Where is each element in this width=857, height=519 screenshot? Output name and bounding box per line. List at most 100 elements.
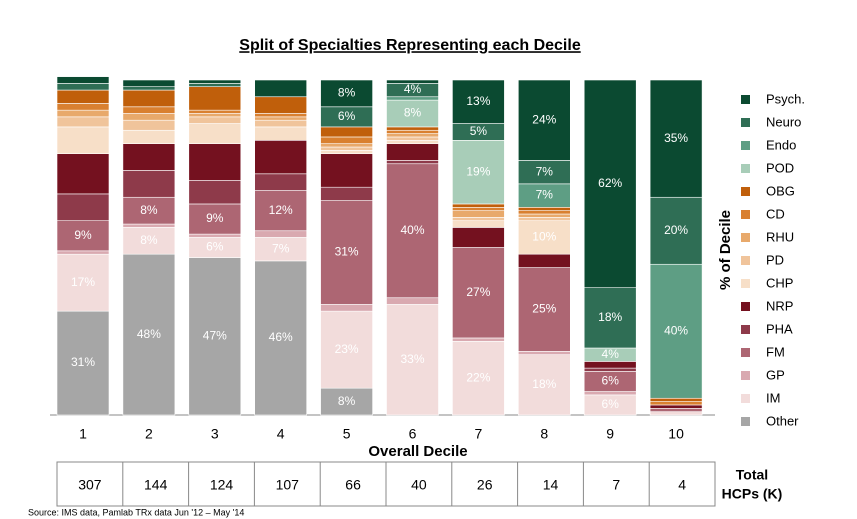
table-cell: 14 — [543, 477, 559, 493]
y-axis-label: % of Decile — [717, 210, 734, 290]
source: Source: IMS data, Pamlab TRx data Jun '1… — [28, 507, 244, 517]
data-label: 6% — [602, 374, 620, 388]
legend-swatch — [741, 210, 750, 219]
bar-segment — [583, 79, 637, 288]
bar-segment — [188, 116, 242, 124]
data-label: 12% — [269, 203, 293, 217]
bar-segment — [320, 150, 373, 155]
bar-segment — [188, 83, 242, 87]
legend-swatch — [741, 256, 750, 265]
bar-segment — [254, 119, 307, 128]
bar-segment — [517, 351, 571, 356]
table-label: HCPs (K) — [722, 486, 783, 502]
bar-segment — [188, 180, 242, 205]
bar-segment — [386, 99, 439, 128]
bar-segment — [517, 267, 571, 352]
x-tick-label: 8 — [540, 426, 548, 442]
legend-label: POD — [766, 160, 794, 175]
bar-segment — [452, 340, 505, 416]
bar-segment — [320, 79, 373, 108]
bar-segment — [56, 220, 110, 252]
bar-segment — [452, 227, 505, 248]
bar-segment — [56, 310, 110, 416]
x-tick-label: 5 — [343, 426, 351, 442]
legend-label: GP — [766, 367, 785, 382]
x-tick-label: 6 — [409, 426, 417, 442]
data-label: 6% — [602, 397, 620, 411]
bar-segment — [122, 170, 176, 198]
data-label: 24% — [532, 112, 556, 126]
bar-segment — [56, 89, 110, 104]
bar-segment — [122, 113, 176, 121]
bar-segment — [188, 233, 242, 238]
data-label: 33% — [400, 352, 424, 366]
x-axis-label: Overall Decile — [368, 443, 467, 460]
data-label: 8% — [338, 394, 356, 408]
data-label: 31% — [71, 355, 95, 369]
bar-segment — [649, 401, 703, 406]
legend-label: RHU — [766, 229, 794, 244]
bar-segment — [188, 113, 242, 118]
data-label: 18% — [532, 377, 556, 391]
bar-segment — [452, 217, 505, 222]
table-cell: 26 — [477, 477, 493, 493]
legend-label: IM — [766, 390, 780, 405]
data-label: 8% — [404, 106, 422, 120]
data-label: 20% — [664, 223, 688, 237]
bar-segment — [254, 126, 307, 141]
bar-segment — [122, 227, 176, 255]
bar-segment — [320, 310, 373, 389]
bar-segment — [517, 253, 571, 268]
table-label: Total — [736, 467, 768, 483]
table-cell: 7 — [612, 477, 620, 493]
bar-segment — [386, 79, 439, 84]
bar-segment — [188, 123, 242, 144]
table-cell: 66 — [345, 477, 361, 493]
data-label: 7% — [536, 164, 554, 178]
data-label: 7% — [272, 241, 290, 255]
legend-swatch — [741, 417, 750, 426]
legend-swatch — [741, 187, 750, 196]
bar-segment — [122, 119, 176, 131]
legend-swatch — [741, 394, 750, 403]
bar-segment — [649, 411, 703, 416]
bar-segment — [517, 217, 571, 222]
table-cell: 40 — [411, 477, 427, 493]
data-label: 8% — [338, 86, 356, 100]
data-label: 46% — [269, 330, 293, 344]
bar-segment — [517, 207, 571, 211]
bar-segment — [122, 223, 176, 228]
data-label: 23% — [335, 342, 359, 356]
data-label: 17% — [71, 275, 95, 289]
bar-segment — [452, 220, 505, 228]
legend-swatch — [741, 371, 750, 380]
bar-segment — [56, 126, 110, 155]
bar-segment — [649, 79, 703, 198]
table-cell: 4 — [678, 477, 686, 493]
bar-segment — [188, 203, 242, 235]
x-tick-label: 2 — [145, 426, 153, 442]
legend-label: Neuro — [766, 114, 801, 129]
data-label: 22% — [466, 370, 490, 384]
legend-swatch — [741, 95, 750, 104]
legend-label: Other — [766, 413, 799, 428]
legend-label: CHP — [766, 275, 793, 290]
bar-segment — [452, 337, 505, 342]
bar-segment — [56, 103, 110, 111]
legend-swatch — [741, 348, 750, 357]
data-label: 48% — [137, 327, 161, 341]
bar-segment — [320, 387, 373, 416]
bar-segment — [122, 106, 176, 114]
table-cell: 307 — [78, 477, 102, 493]
data-label: 9% — [74, 228, 92, 242]
data-label: 5% — [470, 124, 488, 138]
chart-title: Split of Specialties Representing each D… — [239, 37, 581, 54]
legend-swatch — [741, 233, 750, 242]
bar-segment — [583, 391, 637, 396]
bar-segment — [254, 116, 307, 121]
bar-segment — [649, 196, 703, 265]
bar-segment — [320, 153, 373, 188]
bar-segment — [56, 253, 110, 312]
data-label: 62% — [598, 176, 622, 190]
